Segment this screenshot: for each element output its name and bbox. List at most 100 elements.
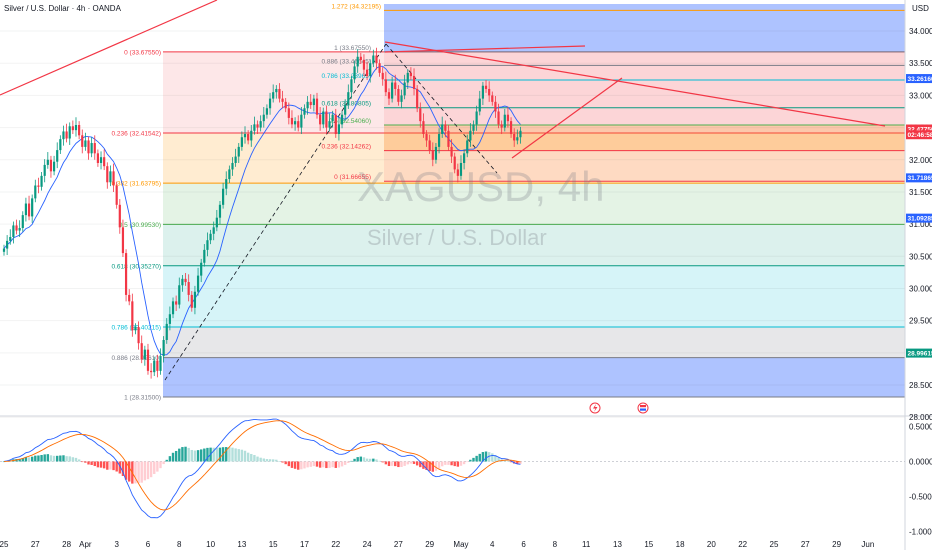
candle-body xyxy=(225,179,228,189)
candle-body xyxy=(347,92,350,106)
fib-left-zone xyxy=(163,326,905,358)
macd-histogram-bar xyxy=(231,447,234,462)
time-tick-label: 8 xyxy=(177,540,182,549)
axes: 34.0000033.5000033.0000032.5000032.00000… xyxy=(0,27,932,549)
macd-histogram-bar xyxy=(162,461,165,465)
candle-body xyxy=(168,314,171,324)
candle-body xyxy=(46,159,49,165)
candle-body xyxy=(340,114,344,125)
time-tick-label: 27 xyxy=(31,540,40,549)
candle-body xyxy=(112,171,115,186)
macd-histogram-bar xyxy=(77,459,81,462)
fib-left-label: 0.618 (30.35270) xyxy=(111,263,161,270)
macd-histogram-bar xyxy=(259,457,262,462)
macd-histogram-bar xyxy=(106,461,109,470)
macd-histogram-bar xyxy=(472,457,475,462)
macd-histogram-bar xyxy=(124,461,128,480)
candle-body xyxy=(196,275,200,292)
candle-body xyxy=(275,88,278,93)
macd-tick-label: 0.00000 xyxy=(909,457,932,466)
macd-histogram-bar xyxy=(347,461,350,463)
candle-body xyxy=(409,72,412,77)
macd-histogram-bar xyxy=(284,461,287,465)
macd-histogram-bar xyxy=(312,461,316,467)
macd-histogram-bar xyxy=(303,461,306,469)
candle-body xyxy=(178,285,181,305)
macd-histogram-bar xyxy=(143,461,147,481)
macd-histogram-bar xyxy=(171,452,175,462)
macd-histogram-bar xyxy=(447,461,450,465)
macd-histogram-bar xyxy=(24,456,28,462)
candle-body xyxy=(337,124,341,135)
candle-body xyxy=(34,185,37,199)
fib-extension-right[interactable]: 1.272 (34.32195) 1 (33.67550) 0.886 (33.46… xyxy=(321,3,905,182)
candle-body xyxy=(287,108,290,118)
time-tick-label: 11 xyxy=(582,540,591,549)
macd-histogram-bar xyxy=(400,461,403,467)
macd-histogram-bar xyxy=(375,459,378,462)
candle-body xyxy=(99,157,103,163)
candle-body xyxy=(513,134,516,141)
candle-body xyxy=(43,164,46,176)
time-tick-label: 29 xyxy=(425,540,434,549)
candle-body xyxy=(184,278,187,283)
candle-body xyxy=(297,121,300,128)
macd-histogram-bar xyxy=(81,461,84,463)
time-tick-label: 13 xyxy=(237,540,246,549)
macd-histogram-bar xyxy=(187,447,190,462)
macd-histogram-bar xyxy=(34,455,37,462)
macd-histogram-bar xyxy=(372,458,375,462)
macd-histogram-bar xyxy=(441,461,444,467)
macd-histogram-bar xyxy=(409,461,413,464)
candle-body xyxy=(128,294,131,302)
macd-histogram-bar xyxy=(437,461,441,469)
candle-body xyxy=(506,114,510,122)
price-tag-box xyxy=(906,348,932,358)
fib-left-zone xyxy=(163,183,905,225)
fib-right-zone-top xyxy=(384,4,905,52)
candle-body xyxy=(293,121,297,125)
candle-body xyxy=(209,233,212,241)
macd-histogram-bar xyxy=(2,461,6,463)
candle-body xyxy=(306,101,309,109)
candle-body xyxy=(516,137,519,141)
macd-histogram-bar xyxy=(356,457,359,462)
macd-histogram-bar xyxy=(425,461,428,471)
candle-body xyxy=(146,349,150,371)
fib-retracement-left[interactable]: 0 (33.67550) 0.236 (32.41542) 0.382 (31.63… xyxy=(111,49,905,401)
macd-histogram-bar xyxy=(115,461,118,472)
fib-left-label: 0.886 (28.92610) xyxy=(111,355,161,362)
macd-histogram-bar xyxy=(397,461,400,468)
macd-histogram-bar xyxy=(300,461,303,470)
candle-body xyxy=(475,111,478,125)
price-tag-box xyxy=(906,130,932,140)
candle-body xyxy=(78,125,81,136)
candle-body xyxy=(450,146,453,157)
time-tick-label: 27 xyxy=(801,540,810,549)
candle-body xyxy=(137,327,140,344)
macd-histogram-bar xyxy=(275,459,278,462)
candle-body xyxy=(278,88,281,99)
event-markers[interactable] xyxy=(589,402,649,414)
candle-body xyxy=(247,134,250,141)
candle-body xyxy=(500,124,503,128)
trend-lines[interactable] xyxy=(0,0,886,381)
candle-body xyxy=(212,227,215,234)
fib-right-label: 0.886 (33.46645) xyxy=(321,58,371,65)
candle-body xyxy=(40,175,43,187)
macd-histogram-bar xyxy=(369,458,372,462)
candle-body xyxy=(237,146,240,157)
price-tick-label: 31.00000 xyxy=(909,220,932,229)
candle-body xyxy=(325,111,328,128)
candle-body xyxy=(331,114,334,122)
candle-body xyxy=(406,72,409,83)
candle-body xyxy=(159,356,162,371)
macd-histogram-bar xyxy=(193,450,197,462)
candle-body xyxy=(131,301,134,331)
candle-body xyxy=(281,98,284,102)
candle-body xyxy=(106,166,109,183)
candle-body xyxy=(403,82,406,96)
candle-body xyxy=(109,171,112,183)
macd-histogram-bar xyxy=(49,455,53,462)
